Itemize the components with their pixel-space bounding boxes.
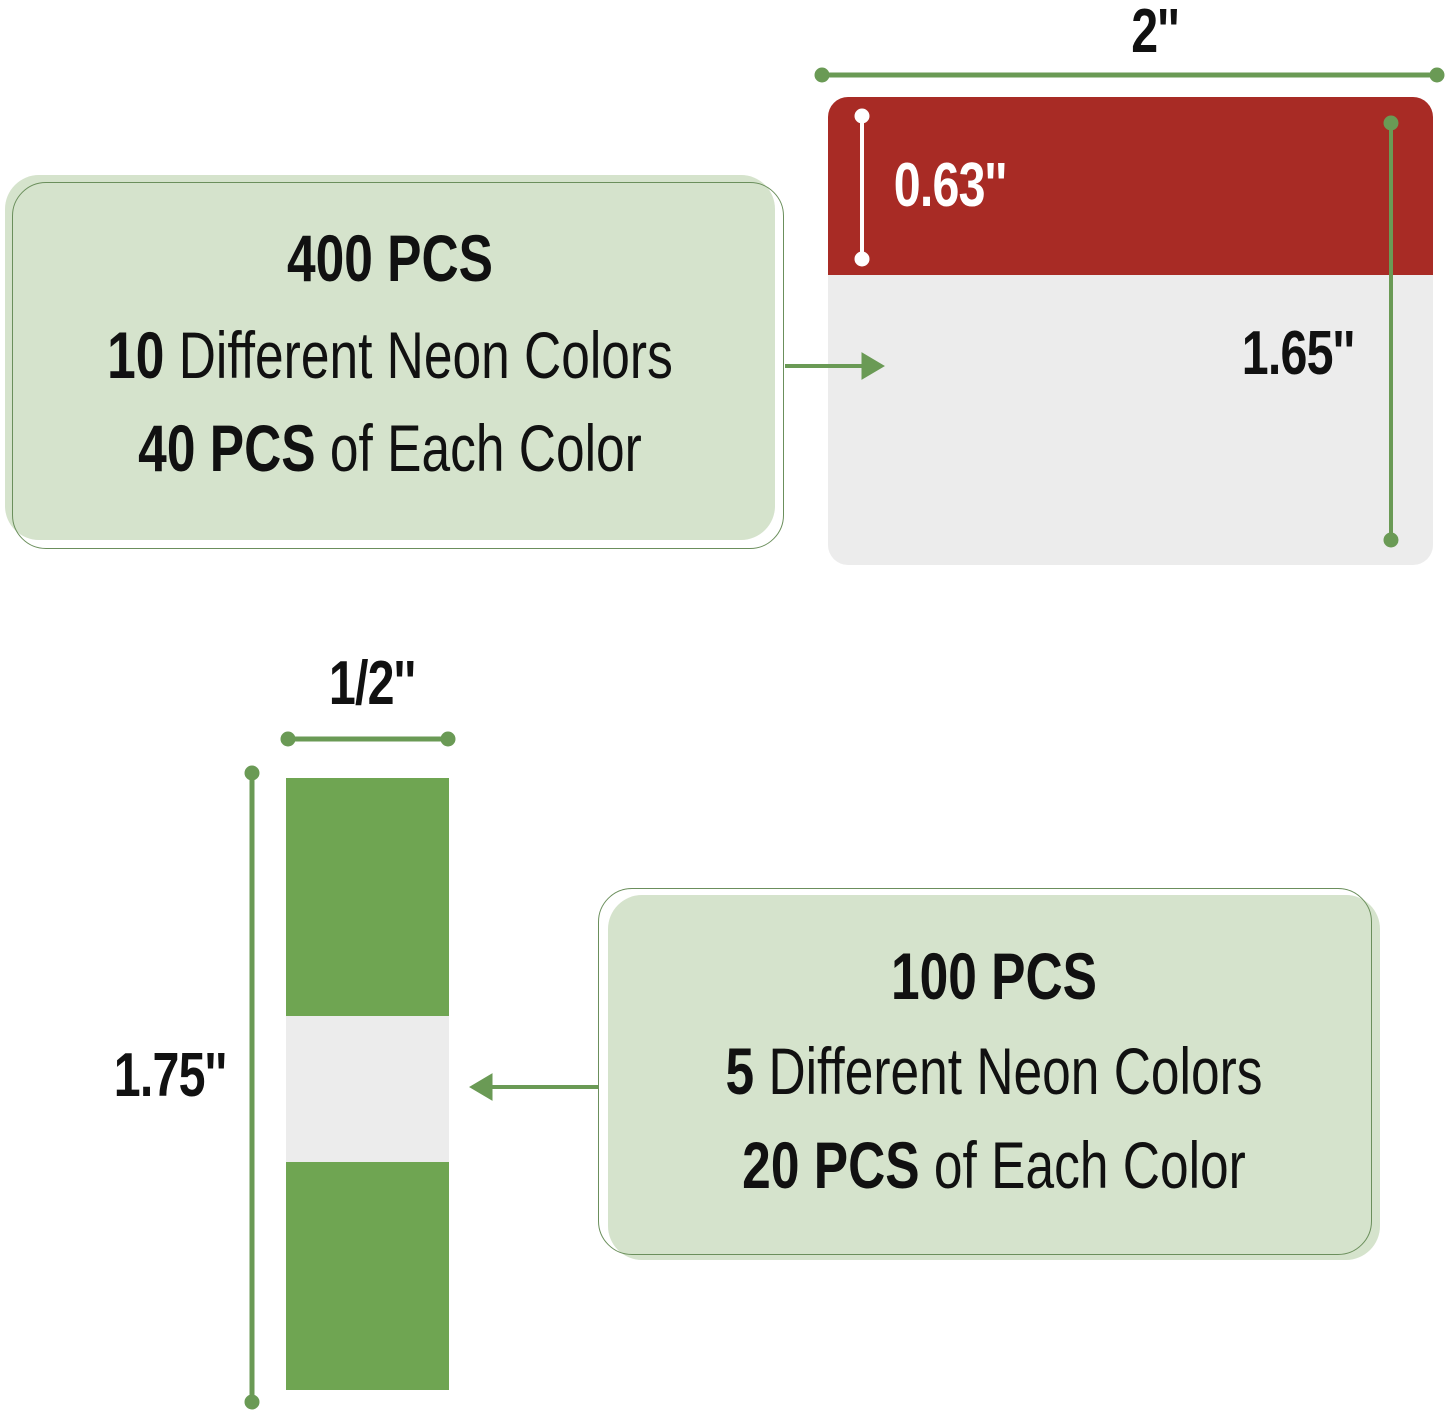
small-colors-line: 5 Different Neon Colors bbox=[693, 1038, 1295, 1104]
tab-height-line bbox=[854, 108, 870, 267]
tab-height-label: 0.63'' bbox=[893, 151, 1007, 220]
large-colors-line: 10 Different Neon Colors bbox=[90, 322, 691, 388]
width-half-in-line bbox=[280, 731, 456, 747]
arrow-left-icon bbox=[469, 1073, 598, 1101]
small-tab-info-box: 100 PCS 5 Different Neon Colors 20 PCS o… bbox=[608, 895, 1380, 1260]
small-each-count: 20 PCS bbox=[742, 1128, 920, 1202]
small-color-count: 5 bbox=[725, 1034, 755, 1108]
width-half-in-label: 1/2'' bbox=[328, 649, 416, 718]
height-175-label: 1.75'' bbox=[113, 1041, 227, 1110]
large-colors-text: Different Neon Colors bbox=[164, 318, 673, 392]
height-175-line bbox=[244, 765, 260, 1410]
large-color-count: 10 bbox=[107, 318, 165, 392]
height-165-label: 1.65'' bbox=[1241, 319, 1355, 388]
small-each-line: 20 PCS of Each Color bbox=[693, 1132, 1295, 1198]
arrow-right-icon bbox=[785, 352, 885, 380]
large-each-text: of Each Color bbox=[315, 411, 642, 485]
small-colors-text: Different Neon Colors bbox=[754, 1034, 1263, 1108]
height-165-line bbox=[1383, 115, 1399, 548]
small-tab-top-color bbox=[286, 778, 449, 1016]
large-box-outline bbox=[12, 182, 784, 549]
width-2in-label: 2'' bbox=[1131, 0, 1179, 66]
width-2in-line bbox=[814, 67, 1445, 83]
small-total-pcs: 100 PCS bbox=[890, 939, 1098, 1013]
large-each-count: 40 PCS bbox=[138, 411, 316, 485]
small-each-text: of Each Color bbox=[919, 1128, 1246, 1202]
large-each-line: 40 PCS of Each Color bbox=[90, 415, 691, 481]
large-total-pcs: 400 PCS bbox=[286, 221, 494, 295]
large-tab-color-strip bbox=[828, 97, 1433, 275]
small-tab-body bbox=[286, 1016, 449, 1162]
small-tab-bottom-color bbox=[286, 1162, 449, 1390]
small-box-outline bbox=[598, 888, 1372, 1255]
large-tab-info-box: 400 PCS 10 Different Neon Colors 40 PCS … bbox=[5, 175, 775, 540]
